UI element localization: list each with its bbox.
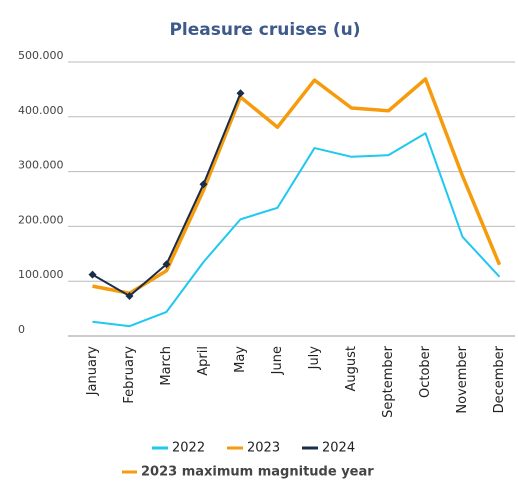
x-tick-label: August [344,346,359,392]
legend-label: 2024 [322,441,355,456]
y-tick-label: 300.000 [18,159,64,172]
x-tick-label: November [455,345,470,413]
x-tick-label: May [233,346,248,373]
series-line [92,132,501,328]
x-tick-label: December [492,345,507,413]
marker [88,270,97,279]
marker [162,260,171,269]
y-tick-label: 500.000 [18,49,64,62]
x-tick-label: January [85,346,100,397]
x-tick-label: April [196,346,211,376]
y-tick-label: 100.000 [18,268,64,281]
marker [236,89,245,98]
series-line [92,77,502,296]
x-tick-label: October [418,345,433,398]
x-tick-label: March [159,346,174,386]
y-tick-label: 200.000 [18,213,64,226]
x-tick-label: September [381,345,396,418]
legend-label: 2022 [172,441,205,456]
legend-label: 2023 [247,441,280,456]
x-tick-label: July [307,346,322,371]
annotation: 2023 maximum magnitude year [141,465,374,480]
marker [125,291,134,300]
x-tick-label: June [270,346,285,375]
marker [199,180,208,189]
chart-title: Pleasure cruises (u) [169,20,360,40]
y-tick-label: 0 [18,323,25,336]
x-tick-label: February [122,346,137,404]
y-tick-label: 400.000 [18,104,64,117]
